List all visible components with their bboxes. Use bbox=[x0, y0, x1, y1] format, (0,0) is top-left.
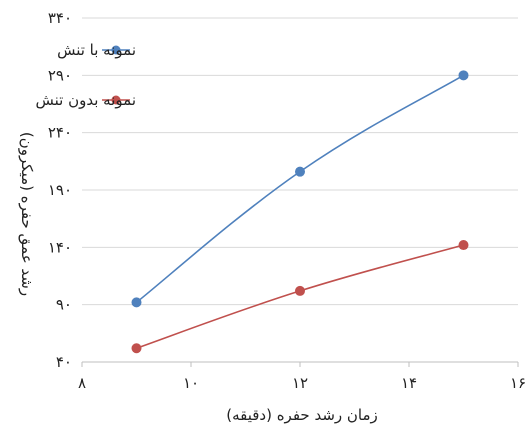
legend-label: نمونه با تنش bbox=[57, 41, 136, 59]
data-point bbox=[295, 285, 305, 296]
series-lines bbox=[131, 70, 469, 354]
y-tick-label: ۱۴۰ bbox=[48, 238, 72, 256]
data-point bbox=[458, 70, 469, 81]
data-point bbox=[295, 166, 305, 177]
x-tick-label: ۱۲ bbox=[292, 374, 308, 392]
x-tick-label: ۱۰ bbox=[183, 374, 199, 392]
legend-item-1: نمونه با تنش bbox=[57, 41, 136, 59]
data-point bbox=[131, 343, 142, 354]
series-line-1 bbox=[136, 74, 464, 303]
y-tick-label: ۴۰ bbox=[56, 353, 72, 371]
y-tick-label: ۲۹۰ bbox=[48, 66, 72, 84]
x-tick-labels: ۸ ۱۰ ۱۲ ۱۴ ۱۶ bbox=[78, 374, 525, 392]
y-tick-labels: ۴۰ ۹۰ ۱۴۰ ۱۹۰ ۲۴۰ ۲۹۰ ۳۴۰ bbox=[48, 9, 72, 371]
data-point bbox=[131, 297, 142, 308]
y-tick-label: ۹۰ bbox=[56, 296, 72, 314]
x-tick-label: ۱۶ bbox=[510, 374, 525, 392]
x-tick-label: ۸ bbox=[78, 374, 86, 392]
legend-swatch-marker bbox=[111, 45, 121, 55]
axes bbox=[81, 361, 519, 367]
legend: نمونه با تنش نمونه بدون تنش bbox=[36, 41, 136, 109]
grid-lines bbox=[82, 17, 518, 306]
legend-label: نمونه بدون تنش bbox=[36, 91, 136, 109]
legend-item-2: نمونه بدون تنش bbox=[36, 91, 136, 109]
y-axis-label: رشد عمق حفره (میکرون) bbox=[18, 132, 36, 296]
y-tick-label: ۳۴۰ bbox=[48, 9, 72, 27]
legend-swatch-marker bbox=[111, 95, 121, 105]
data-point bbox=[458, 240, 469, 251]
y-tick-label: ۲۴۰ bbox=[48, 124, 72, 142]
x-tick-label: ۱۴ bbox=[401, 374, 417, 392]
y-tick-label: ۱۹۰ bbox=[48, 181, 72, 199]
x-axis-label: زمان رشد حفره (دقیقه) bbox=[226, 406, 378, 424]
